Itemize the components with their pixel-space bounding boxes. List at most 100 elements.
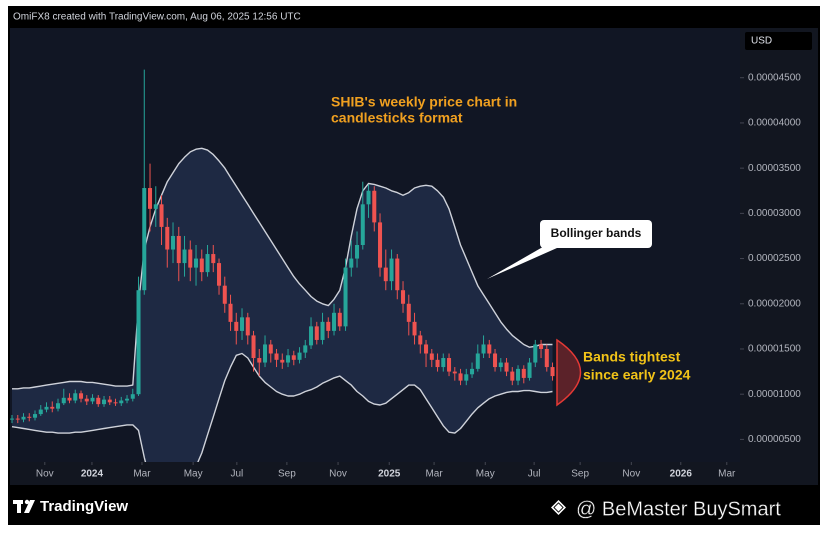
candle-body: [286, 355, 291, 363]
candle-body: [125, 398, 130, 401]
candle-body: [251, 335, 256, 359]
x-tick-label: Sep: [278, 469, 296, 480]
candle-body: [481, 344, 486, 354]
candle-body: [280, 359, 285, 363]
highlight-arc: [556, 338, 582, 407]
candle-body: [136, 290, 141, 395]
y-tick-label: 0.00003500: [748, 163, 801, 174]
candle-body: [165, 226, 170, 250]
candle-body: [464, 374, 469, 381]
candle-body: [27, 416, 32, 418]
candle-body: [527, 362, 532, 378]
candle-body: [343, 267, 348, 327]
lower-band: [11, 352, 553, 462]
brand-name: TradingView: [40, 498, 128, 515]
candle-body: [73, 393, 78, 401]
candle-body: [493, 353, 498, 368]
candle-body: [263, 344, 268, 363]
candle-body: [188, 249, 193, 268]
candle-body: [360, 204, 365, 245]
candle-body: [217, 263, 222, 286]
currency-label: USD: [751, 36, 772, 47]
candle-body: [15, 418, 20, 420]
candle-body: [297, 352, 302, 360]
y-axis-panel: [740, 28, 818, 485]
candle-body: [418, 335, 423, 345]
candle-body: [498, 362, 503, 368]
candle-body: [516, 368, 521, 381]
y-tick-label: 0.00004000: [748, 118, 801, 129]
candle-body: [96, 397, 101, 405]
upper-band: [12, 147, 553, 390]
candle-body: [194, 258, 199, 268]
x-tick-label: Jul: [528, 469, 541, 480]
candle-body: [378, 222, 383, 268]
candle-body: [475, 353, 480, 369]
candle-body: [303, 345, 308, 353]
y-tick-label: 0.00001500: [748, 344, 801, 355]
watermark-logo: [551, 500, 566, 515]
x-tick-label: 2025: [378, 469, 401, 480]
candle-body: [176, 235, 181, 264]
candle-body: [38, 409, 43, 415]
candle-body: [10, 418, 15, 420]
candle-body: [424, 344, 429, 354]
currency-box: [745, 32, 812, 50]
candle-body: [90, 397, 95, 402]
y-tick-label: 0.00004500: [748, 72, 801, 83]
candle-body: [33, 414, 38, 418]
candle-body: [533, 344, 538, 363]
candle-body: [504, 362, 509, 372]
x-tick-label: Sep: [571, 469, 589, 480]
candle-body: [389, 258, 394, 282]
candle-body: [44, 406, 49, 410]
candle-body: [61, 397, 66, 404]
candle-body: [309, 326, 314, 346]
candle-body: [67, 397, 72, 401]
candle-body: [148, 188, 153, 209]
candle-body: [234, 321, 239, 331]
x-axis-panel: [10, 462, 740, 485]
callout-text: Bollinger bands: [551, 226, 642, 240]
y-tick-label: 0.00002500: [748, 253, 801, 264]
candle-body: [429, 353, 434, 360]
candle-body: [521, 368, 526, 378]
x-tick-label: Mar: [718, 469, 736, 480]
annotation-line: SHIB's weekly price chart in: [331, 94, 517, 110]
band-area: [12, 148, 553, 462]
candle-body: [257, 358, 262, 363]
candle-body: [314, 326, 319, 340]
candle-body: [182, 249, 187, 264]
candle-body: [56, 403, 61, 409]
candle-body: [510, 371, 515, 381]
candle-body: [447, 358, 452, 372]
candle-body: [21, 416, 26, 420]
x-tick-label: Nov: [622, 469, 640, 480]
y-tick-label: 0.00000500: [748, 434, 801, 445]
candle-body: [458, 373, 463, 381]
candle-body: [366, 190, 371, 205]
candle-body: [470, 368, 475, 375]
candle-body: [171, 235, 176, 250]
brand-logo: [13, 499, 35, 513]
candle-body: [211, 254, 216, 264]
candle-body: [142, 188, 147, 291]
y-tick-label: 0.00002000: [748, 298, 801, 309]
candle-body: [153, 204, 158, 209]
candle-body: [113, 402, 118, 404]
candle-body: [79, 393, 84, 399]
annotation-line: Bands tightest: [583, 349, 681, 365]
candle-body: [119, 400, 124, 404]
candle-body: [550, 367, 555, 377]
y-tick-label: 0.00001000: [748, 389, 801, 400]
candle-body: [107, 399, 112, 403]
candle-body: [372, 190, 377, 223]
x-tick-label: 2026: [670, 469, 693, 480]
x-tick-label: Jul: [230, 469, 243, 480]
x-tick-label: Nov: [329, 469, 347, 480]
candle-body: [222, 285, 227, 304]
candle-body: [337, 312, 342, 327]
candle-body: [539, 344, 544, 349]
